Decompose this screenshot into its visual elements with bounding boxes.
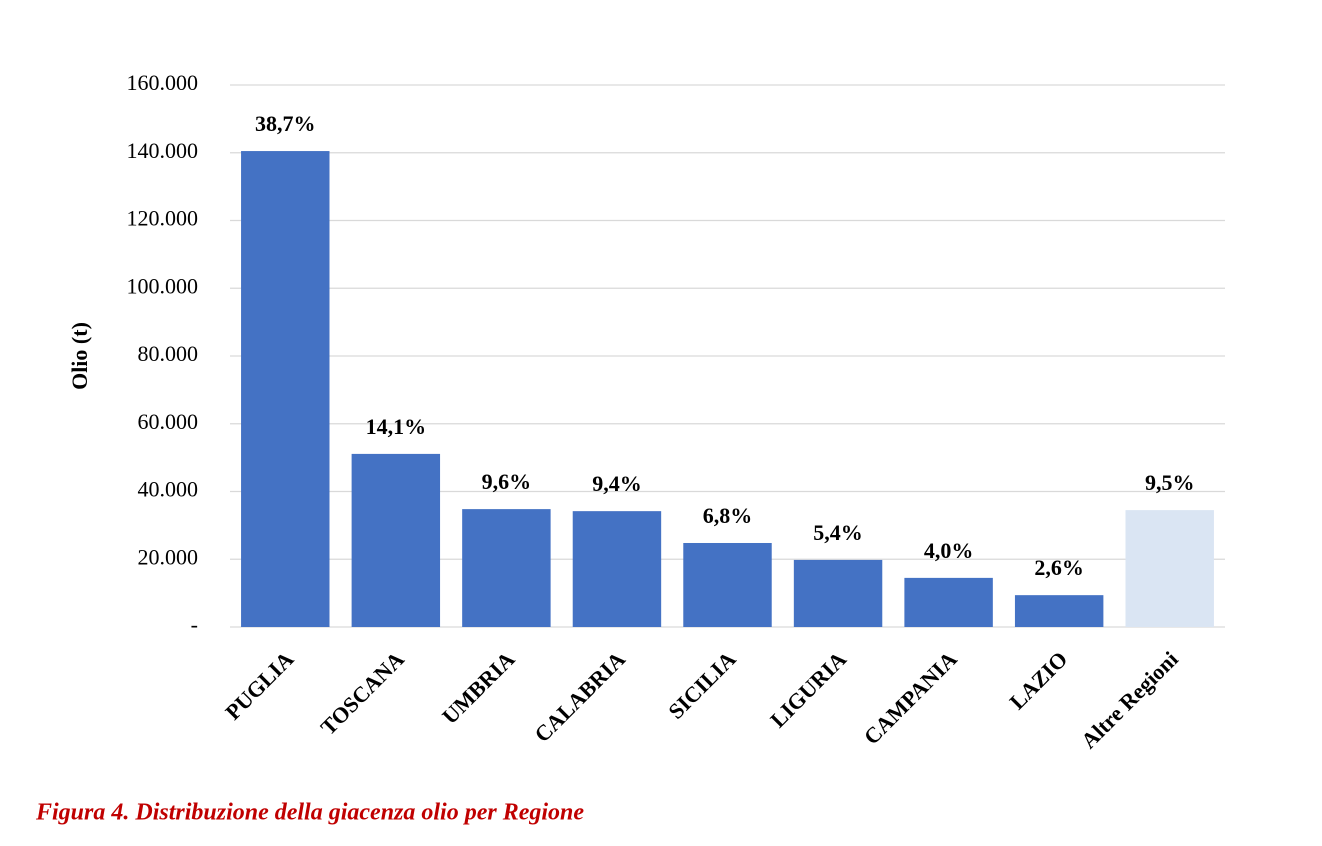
bar: [572, 511, 662, 627]
bar: [1014, 595, 1104, 627]
y-tick-label: 160.000: [127, 70, 199, 95]
data-label: 6,8%: [703, 503, 753, 528]
data-label: 38,7%: [255, 111, 316, 136]
x-tick-label: SICILIA: [663, 646, 740, 723]
y-tick-label: 100.000: [127, 273, 199, 298]
y-tick-label: 20.000: [138, 544, 199, 569]
bar: [904, 577, 993, 627]
x-tick-label: PUGLIA: [220, 646, 298, 724]
data-label: 9,4%: [592, 471, 642, 496]
y-tick-label: 80.000: [138, 341, 199, 366]
y-tick-label: 140.000: [127, 138, 199, 163]
data-label: 4,0%: [924, 538, 974, 563]
x-tick-label: CAMPANIA: [859, 646, 962, 749]
bar: [241, 151, 330, 627]
y-tick-label: -: [191, 612, 198, 637]
data-label: 14,1%: [366, 414, 427, 439]
x-tick-label: UMBRIA: [437, 646, 520, 729]
caption: Figura 4. Distribuzione della giacenza o…: [35, 800, 584, 826]
y-tick-label: 60.000: [138, 409, 199, 434]
y-axis-label: Olio (t): [67, 322, 92, 390]
bar: [462, 509, 551, 627]
x-tick-label: CALABRIA: [529, 646, 630, 747]
data-label: 5,4%: [813, 520, 863, 545]
y-tick-label: 40.000: [138, 477, 199, 502]
bar: [793, 559, 883, 627]
x-tick-label: Altre Regioni: [1076, 646, 1183, 753]
data-label: 9,6%: [482, 469, 532, 494]
bar: [1125, 510, 1214, 627]
x-tick-label: LIGURIA: [765, 646, 851, 732]
data-label: 9,5%: [1145, 470, 1195, 495]
x-tick-label: TOSCANA: [315, 646, 409, 740]
y-tick-label: 120.000: [127, 206, 199, 231]
data-label: 2,6%: [1034, 555, 1084, 580]
bar: [683, 542, 772, 627]
bar: [351, 453, 441, 627]
x-tick-label: LAZIO: [1004, 646, 1072, 714]
